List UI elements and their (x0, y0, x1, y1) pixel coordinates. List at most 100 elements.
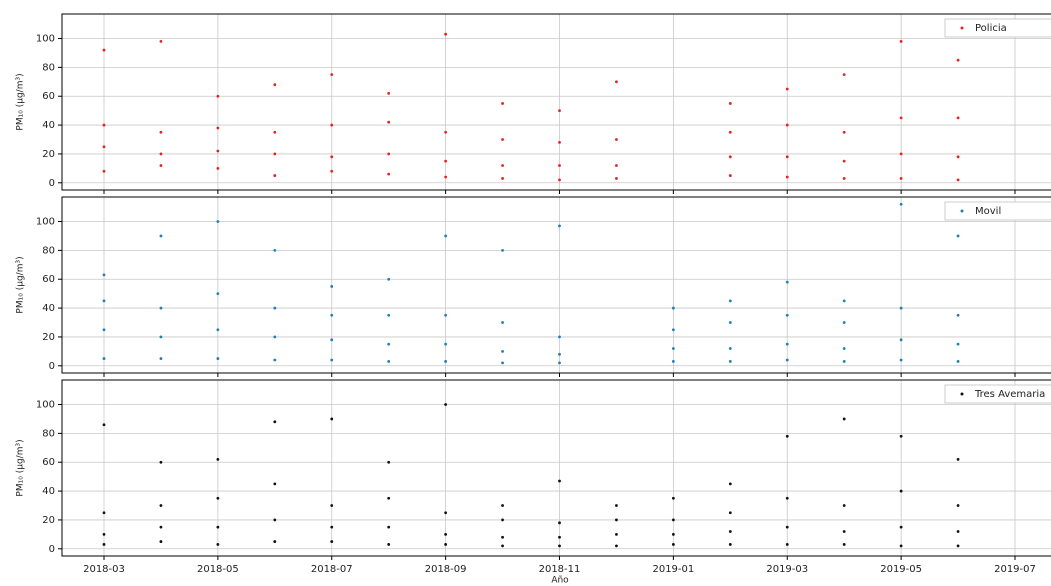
point (102, 511, 106, 515)
point (558, 164, 561, 167)
point (842, 360, 846, 363)
point (444, 342, 448, 346)
point (159, 460, 163, 464)
point (387, 496, 391, 500)
point (842, 347, 846, 350)
panel: 0 20 40 60 80 100 PM₁₀ (μg/m³) Movil (16, 196, 1051, 377)
x-tick-label: 2018-07 (311, 564, 353, 575)
point (273, 420, 277, 424)
point (785, 123, 789, 127)
point (956, 234, 960, 238)
point (671, 496, 675, 500)
legend-marker (960, 392, 964, 396)
point (842, 177, 846, 180)
point (501, 361, 504, 365)
x-tick-label: 2019-03 (766, 564, 808, 575)
point (159, 164, 163, 167)
point (444, 32, 448, 36)
point (216, 94, 220, 98)
point (330, 504, 334, 507)
legend-box (944, 18, 1051, 38)
point (102, 169, 106, 173)
point (444, 313, 448, 317)
point (558, 544, 561, 548)
point (501, 349, 504, 353)
y-axis-label: PM₁₀ (μg/m³) (16, 73, 26, 130)
point (956, 116, 960, 120)
point (558, 140, 561, 144)
plot-frame (61, 196, 1051, 374)
point (785, 525, 789, 529)
point (558, 352, 561, 356)
point (615, 80, 618, 84)
point (444, 532, 448, 536)
point (615, 138, 618, 141)
point (501, 535, 504, 539)
point (501, 177, 504, 180)
point (728, 511, 732, 515)
point (728, 543, 732, 546)
point (273, 130, 277, 134)
x-tick-label: 2019-01 (652, 564, 694, 575)
point (387, 91, 391, 95)
x-tick-label: 2018-11 (539, 564, 581, 575)
y-tick-label: 80 (42, 62, 55, 73)
point (615, 518, 618, 522)
y-tick-label: 40 (42, 303, 55, 314)
point (330, 525, 334, 529)
point (899, 40, 903, 43)
point (102, 532, 106, 536)
point (501, 518, 504, 522)
point (273, 540, 277, 543)
y-tick-label: 80 (42, 428, 55, 439)
y-tick-label: 20 (42, 515, 55, 526)
point (785, 280, 789, 284)
x-tick-label: 2019-07 (994, 564, 1036, 575)
point (671, 328, 675, 332)
point (216, 543, 220, 546)
point (615, 177, 618, 180)
point (501, 138, 504, 141)
point (785, 434, 789, 438)
point (387, 277, 391, 281)
point (899, 544, 903, 548)
point (387, 152, 391, 156)
point (728, 530, 732, 533)
point (273, 174, 277, 177)
point (785, 543, 789, 546)
legend-box (944, 384, 1051, 404)
y-tick-label: 20 (42, 332, 55, 343)
point (444, 360, 448, 363)
point (615, 504, 618, 507)
legend-marker (960, 209, 964, 213)
point (216, 149, 220, 153)
point (671, 532, 675, 536)
y-tick-label: 100 (36, 400, 55, 411)
point (558, 178, 561, 182)
plot-frame (61, 379, 1051, 557)
point (899, 116, 903, 120)
point (501, 544, 504, 548)
y-tick-label: 80 (42, 245, 55, 256)
point (899, 202, 903, 206)
x-tick-label: 2018-03 (83, 564, 125, 575)
point (102, 357, 106, 360)
point (956, 360, 960, 363)
point (956, 530, 960, 533)
point (842, 417, 846, 421)
point (842, 159, 846, 163)
point (159, 504, 163, 507)
point (330, 155, 334, 159)
point (102, 299, 106, 303)
point (558, 479, 561, 483)
point (387, 543, 391, 546)
point (956, 504, 960, 507)
point (159, 234, 163, 238)
y-tick-label: 0 (49, 544, 55, 555)
point (159, 540, 163, 543)
point (785, 155, 789, 159)
y-tick-label: 100 (36, 217, 55, 228)
point (842, 73, 846, 76)
point (956, 58, 960, 62)
y-tick-label: 0 (49, 178, 55, 189)
